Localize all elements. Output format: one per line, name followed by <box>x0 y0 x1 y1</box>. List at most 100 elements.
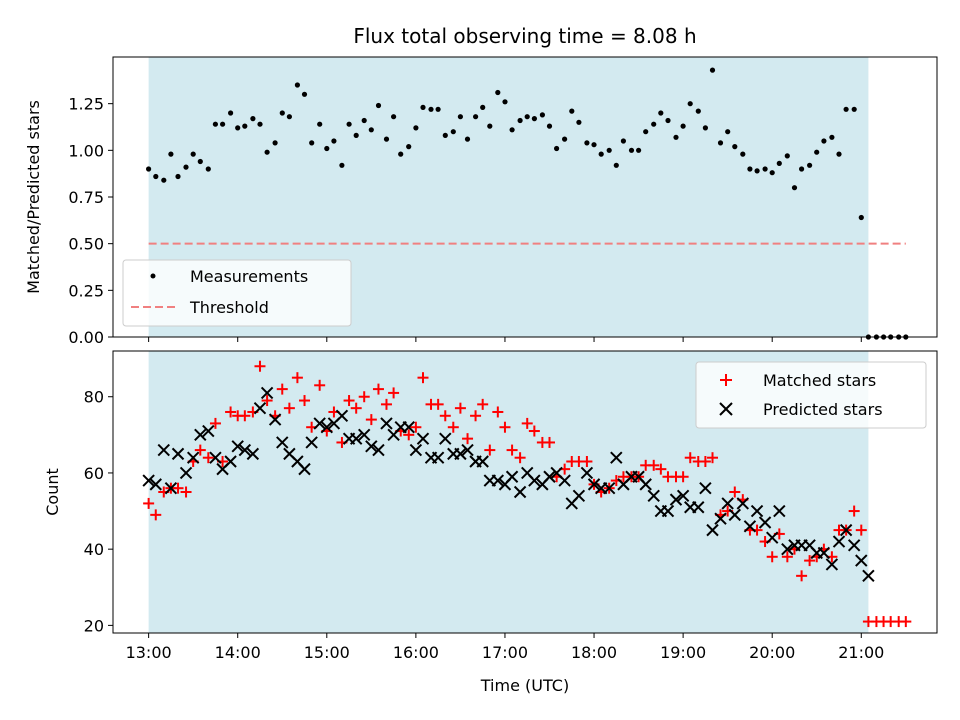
legend-measurements-label: Measurements <box>190 267 308 286</box>
predicted-point <box>238 443 252 457</box>
predicted-point <box>149 478 162 491</box>
matched-point <box>209 417 221 429</box>
measurement-point <box>747 166 753 172</box>
bottom-x-tick-label: 14:00 <box>215 643 261 662</box>
top-y-tick-label: 0.75 <box>68 188 104 207</box>
top-y-tick-label: 0.25 <box>68 281 104 300</box>
predicted-point <box>706 523 719 537</box>
matched-point <box>172 482 184 494</box>
measurement-point <box>636 147 642 153</box>
predicted-point <box>186 451 200 464</box>
matched-point <box>417 372 429 384</box>
measurement-point <box>361 117 367 124</box>
matched-point <box>900 616 912 628</box>
predicted-point <box>253 401 267 415</box>
measurement-point <box>398 151 404 157</box>
predicted-point <box>171 447 185 461</box>
measurement-point <box>457 114 463 120</box>
measurement-point <box>346 121 352 127</box>
predicted-point <box>647 489 660 503</box>
measurement-point <box>539 112 546 118</box>
matched-point <box>521 417 533 429</box>
matched-point <box>484 444 496 456</box>
top-chart-title: Flux total observing time = 8.08 h <box>353 24 696 48</box>
matched-point <box>729 486 741 498</box>
predicted-point <box>491 474 505 487</box>
measurement-point <box>687 101 693 107</box>
measurement-point <box>464 136 471 142</box>
predicted-point <box>587 478 601 491</box>
measurement-point <box>643 129 649 135</box>
bottom-y-axis-label: Count <box>43 468 62 516</box>
top-axes-frame <box>112 56 938 338</box>
matched-point <box>365 414 377 426</box>
bottom-x-tick-label: 15:00 <box>304 643 350 662</box>
predicted-point <box>817 546 831 560</box>
legend-predicted-marker <box>719 402 733 416</box>
predicted-point <box>580 466 594 480</box>
measurement-point <box>598 151 604 157</box>
matched-point <box>804 555 816 567</box>
measurement-point <box>814 149 820 155</box>
measurement-point <box>858 214 864 221</box>
measurement-point <box>279 110 285 116</box>
bottom-y-tick-label: 80 <box>84 388 104 407</box>
bottom-y-tick-label: 60 <box>84 464 104 483</box>
predicted-point <box>305 436 318 449</box>
predicted-point <box>832 535 846 548</box>
predicted-point <box>179 466 193 480</box>
measurement-point <box>161 177 167 183</box>
measurement-point <box>383 136 390 142</box>
measurement-point <box>709 67 716 73</box>
measurement-point <box>175 173 181 180</box>
measurement-point <box>473 114 479 120</box>
measurement-point <box>606 147 612 153</box>
measurement-point <box>665 117 671 124</box>
measurement-point <box>242 123 248 129</box>
measurement-point <box>339 162 345 168</box>
bottom-legend-box <box>695 361 927 429</box>
measurement-point <box>220 121 226 127</box>
measurement-point <box>725 129 731 135</box>
measurement-point <box>228 110 234 116</box>
matched-point <box>343 395 355 407</box>
bottom-x-ticks: 13:00 14:00 15:00 16:00 17:00 18:00 19:00 20:00… <box>126 633 884 662</box>
matched-point <box>855 524 867 536</box>
measurement-point <box>286 114 292 120</box>
measurement-point <box>495 89 501 96</box>
measurement-point <box>576 119 582 125</box>
bottom-y-tick-label: 20 <box>84 616 104 635</box>
top-panel: 0.00 0.25 0.50 0.75 1.00 1.25 Flux total obse… <box>24 24 938 347</box>
bottom-x-tick-label: 17:00 <box>482 643 528 662</box>
predicted-point <box>839 523 853 537</box>
matched-point <box>648 459 660 471</box>
measurement-point <box>524 114 530 120</box>
matched-point <box>350 402 362 414</box>
matched-point <box>299 395 311 407</box>
matched-point <box>655 463 667 475</box>
predicted-point <box>862 569 875 583</box>
matched-point <box>380 398 392 410</box>
measurement-point <box>620 138 627 144</box>
matched-point <box>796 570 808 582</box>
matched-point <box>276 383 288 395</box>
predicted-point <box>765 531 779 544</box>
bottom-x-tick-label: 21:00 <box>838 643 884 662</box>
measurement-point <box>450 129 456 135</box>
measurement-point <box>843 106 849 112</box>
legend-measurements-marker <box>150 273 156 279</box>
predicted-point <box>268 413 282 426</box>
measurement-point <box>420 104 426 110</box>
predicted-point <box>661 504 675 518</box>
predicted-point <box>855 554 868 567</box>
measurement-point <box>309 140 315 146</box>
predicted-point <box>358 428 371 442</box>
measurement-point <box>435 106 441 112</box>
predicted-point <box>157 443 170 457</box>
measurement-point <box>406 144 412 150</box>
predicted-point <box>505 470 519 483</box>
measurement-point <box>584 140 590 146</box>
measurement-point <box>331 138 337 144</box>
